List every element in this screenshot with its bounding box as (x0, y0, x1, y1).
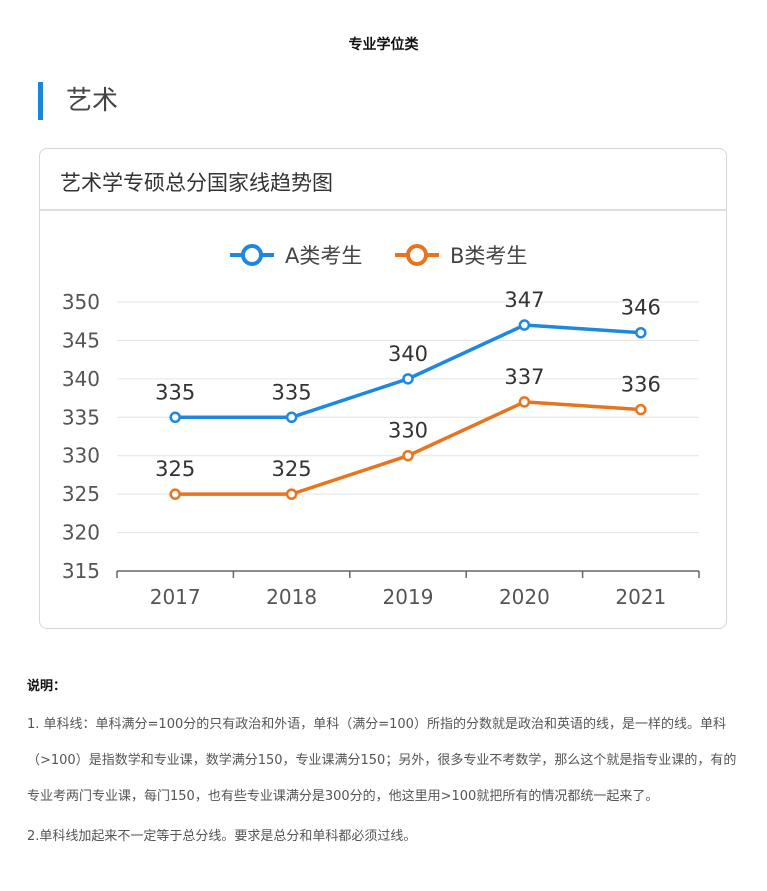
notes-heading: 说明： (27, 679, 67, 694)
chart-card: 艺术学专硕总分国家线趋势图 315 320 325 330 335 340 345 350 20… (39, 148, 727, 629)
x-tick-label: 2018 (266, 585, 317, 609)
y-tick-label: 320 (62, 521, 100, 545)
legend-label: A类考生 (285, 244, 362, 268)
section-marker (38, 82, 43, 120)
data-label: 340 (388, 342, 428, 366)
y-tick-label: 340 (62, 367, 100, 391)
data-point (285, 488, 298, 500)
page-title: 专业学位类 (348, 37, 419, 53)
data-point (402, 373, 414, 385)
note-item: 2.单科线加起来不一定等于总分线。要求是总分和单科都必须过线。 (27, 829, 417, 844)
data-point (169, 411, 181, 424)
y-tick-label: 345 (62, 328, 100, 352)
x-tick-label: 2021 (615, 585, 666, 609)
data-point (169, 488, 181, 500)
data-point (518, 396, 531, 408)
line-chart: 315 320 325 330 335 340 345 350 2017 2018 2019 2020… (62, 244, 700, 609)
data-label: 336 (621, 373, 661, 397)
data-label: 346 (621, 296, 661, 320)
x-tick-label: 2019 (383, 585, 434, 609)
data-label: 347 (504, 288, 544, 312)
notes-section: 说明： 1. 单科线：单科满分=100分的只有政治和外语，单科（满分=100）所… (27, 676, 742, 855)
legend-marker (241, 244, 263, 266)
x-tick-label: 2017 (150, 585, 201, 609)
data-point (518, 319, 531, 331)
chart-card-title: 艺术学专硕总分国家线趋势图 (60, 171, 333, 195)
data-label: 325 (155, 457, 195, 481)
y-tick-label: 325 (62, 482, 100, 506)
section-title: 艺术 (66, 86, 119, 116)
y-tick-label: 335 (62, 405, 100, 429)
data-label: 330 (388, 419, 428, 443)
note-item: 1. 单科线：单科满分=100分的只有政治和外语，单科（满分=100）所指的分数… (27, 717, 737, 804)
data-point (402, 449, 414, 462)
data-point (635, 403, 647, 416)
legend-label: B类考生 (450, 244, 527, 268)
data-label: 335 (155, 380, 195, 404)
data-point (635, 326, 647, 339)
y-tick-label: 315 (62, 559, 100, 583)
data-point (285, 411, 298, 424)
y-tick-label: 350 (62, 290, 100, 314)
data-label: 337 (504, 365, 544, 389)
data-label: 335 (272, 380, 312, 404)
data-label: 325 (272, 457, 312, 481)
x-tick-label: 2020 (499, 585, 550, 609)
legend-marker (406, 244, 428, 266)
y-tick-label: 330 (62, 444, 100, 468)
chart-card-divider (40, 209, 726, 211)
